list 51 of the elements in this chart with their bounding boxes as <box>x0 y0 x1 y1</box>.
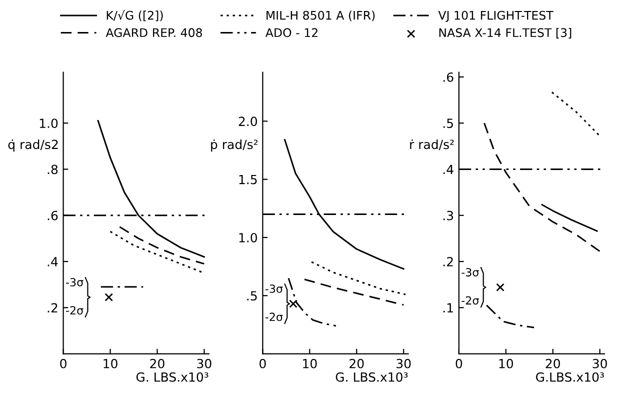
x-tick-label: 30 <box>592 358 607 368</box>
y-axis-title: q̇ rad/s2 <box>8 139 58 152</box>
legend-label: AGARD REP. 408 <box>106 28 202 38</box>
line-series <box>541 204 598 232</box>
x-tick-label: 10 <box>303 358 317 368</box>
line-series <box>304 278 404 306</box>
y-tick-label: .2 <box>443 256 453 266</box>
annotation: -2σ <box>462 296 479 305</box>
x-tick-label: 10 <box>104 358 118 368</box>
y-tick-label: .2 <box>48 303 58 312</box>
annotation: -2σ <box>265 312 283 322</box>
y-tick-label: .1 <box>443 303 453 312</box>
legend-label: MIL-H 8501 A (IFR) <box>266 10 375 22</box>
y-axis-title: ṙ rad/s² <box>410 139 454 150</box>
y-tick-label: 1.0 <box>40 118 58 128</box>
line-series <box>486 304 535 328</box>
legend-label: VJ 101 FLIGHT-TEST <box>438 10 554 22</box>
x-tick-label: 0 <box>456 358 462 368</box>
annotation: -2σ <box>66 306 84 315</box>
y-tick-label: .6 <box>48 210 58 220</box>
legend-label: K/√G ([2]) <box>106 10 163 22</box>
y-tick-label: .4 <box>48 257 58 266</box>
x-tick-label: 30 <box>197 358 212 368</box>
x-tick-label: 20 <box>350 358 364 368</box>
legend-label: ADO - 12 <box>265 28 318 38</box>
x-axis-title: G. LBS.x10³ <box>136 372 208 382</box>
legend-label: NASA X-14 FL.TEST [3] <box>439 28 572 38</box>
y-tick-label: .6 <box>443 72 454 82</box>
y-tick-label: 1.0 <box>239 232 258 242</box>
x-tick-label: 20 <box>546 358 560 368</box>
y-tick-label: .3 <box>443 210 454 220</box>
x-tick-label: 20 <box>150 358 164 368</box>
line-series <box>310 261 406 296</box>
annotation: -3σ <box>265 284 283 293</box>
x-tick-label: 10 <box>499 358 514 368</box>
y-axis-title: ṗ rad/s² <box>211 139 258 152</box>
annotation: -3σ <box>462 268 479 276</box>
x-tick-label: 30 <box>396 358 411 368</box>
x-tick-label: 0 <box>260 358 266 368</box>
x-tick-label: 0 <box>60 358 66 368</box>
y-tick-label: .5 <box>443 118 453 128</box>
x-axis-title: G.LBS.x10³ <box>536 372 604 382</box>
y-tick-label: 1.5 <box>239 174 257 184</box>
line-series <box>288 277 337 327</box>
line-series <box>118 226 205 265</box>
y-tick-label: .4 <box>443 164 454 174</box>
y-tick-label: 2.0 <box>238 116 258 126</box>
y-tick-label: .8 <box>48 164 58 174</box>
y-tick-label: .5 <box>247 291 257 301</box>
x-axis-title: G. LBS.x10³ <box>336 372 408 382</box>
annotation: -3σ <box>66 278 84 286</box>
